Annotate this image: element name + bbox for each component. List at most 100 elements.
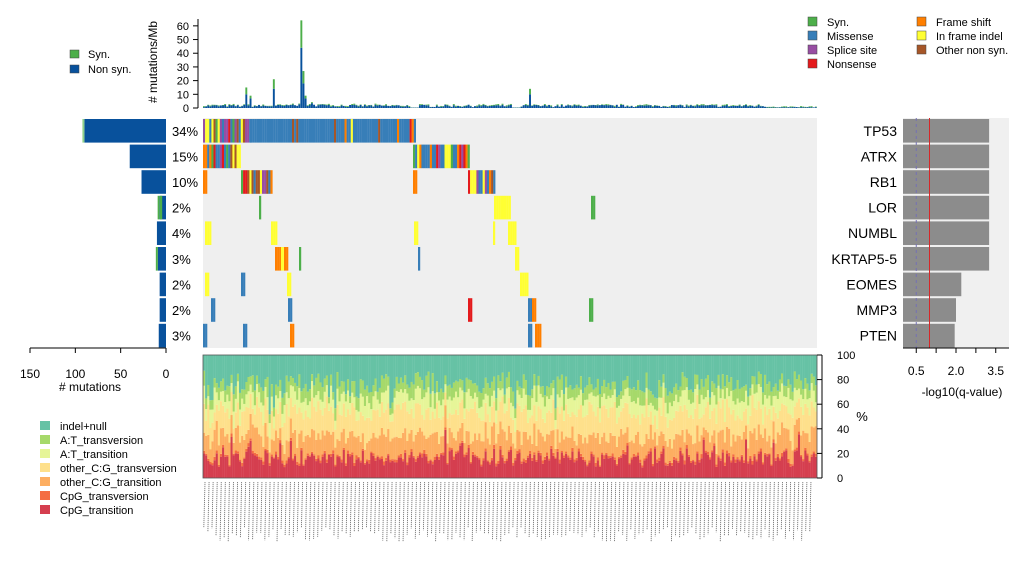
spectrum-segment	[355, 409, 358, 421]
spectrum-segment	[592, 454, 595, 457]
sample-name-mark	[479, 481, 482, 531]
spectrum-segment	[755, 439, 758, 460]
oncoprint-cell	[203, 323, 206, 348]
sample-name-mark	[805, 481, 808, 531]
rate-bar-syn	[363, 104, 366, 105]
spectrum-legend-cpg-transversion-label: CpG_transversion	[60, 491, 149, 503]
spectrum-segment	[668, 419, 672, 439]
oncoprint-cell	[234, 119, 237, 143]
spectrum-segment	[764, 454, 767, 478]
spectrum-segment	[234, 412, 238, 428]
spectrum-segment	[346, 379, 350, 391]
spectrum-segment	[298, 433, 301, 464]
oncoprint-cell	[470, 170, 473, 194]
spectrum-segment	[363, 449, 367, 463]
oncoprint-cell	[392, 119, 395, 143]
spectrum-segment	[213, 387, 216, 413]
spectrum-segment	[342, 447, 346, 450]
spectrum-segment	[255, 453, 259, 457]
spectrum-segment	[442, 392, 445, 400]
spectrum-segment	[675, 355, 678, 384]
rate-bar-syn	[306, 105, 309, 106]
spectrum-segment	[562, 439, 566, 456]
spectrum-segment	[495, 443, 498, 464]
spectrum-segment	[454, 391, 458, 410]
spectrum-segment	[217, 400, 221, 411]
spectrum-segment	[573, 355, 576, 389]
spectrum-segment	[385, 409, 388, 437]
spectrum-segment	[414, 355, 417, 374]
sample-name-mark	[585, 481, 588, 533]
spectrum-segment	[804, 355, 807, 379]
rate-bar-nonsyn	[643, 105, 646, 108]
oncoprint-cell	[418, 247, 421, 271]
spectrum-segment	[567, 413, 570, 438]
rate-bar-nonsyn	[660, 107, 663, 108]
rate-bar-nonsyn	[728, 106, 730, 108]
spectrum-segment	[666, 395, 669, 414]
oncoprint-cell	[373, 119, 377, 143]
spectrum-segment	[353, 381, 356, 398]
spectrum-segment	[474, 383, 477, 393]
spectrum-segment	[747, 405, 750, 425]
oncoprint-cell	[228, 144, 231, 169]
spectrum-segment	[289, 440, 293, 478]
oncoprint-cell	[319, 119, 322, 143]
spectrum-segment	[300, 447, 303, 451]
spectrum-segment	[327, 403, 331, 411]
spectrum-segment	[317, 373, 320, 392]
spectrum-segment	[751, 460, 754, 465]
count-tick-label: 50	[114, 367, 128, 381]
rate-bar-syn	[338, 106, 341, 108]
spectrum-segment	[368, 392, 371, 404]
spectrum-segment	[719, 398, 722, 409]
rate-bar-nonsyn	[266, 106, 269, 108]
spectrum-segment	[474, 401, 477, 434]
spectrum-segment	[670, 420, 674, 449]
spectrum-segment	[226, 385, 229, 395]
spectrum-segment	[310, 374, 314, 382]
spectrum-segment	[241, 411, 244, 436]
spectrum-segment	[723, 442, 727, 463]
spectrum-segment	[412, 400, 415, 419]
spectrum-segment	[232, 453, 235, 456]
spectrum-segment	[711, 410, 714, 436]
spectrum-segment	[209, 449, 212, 462]
spectrum-segment	[683, 464, 686, 478]
spectrum-segment	[279, 379, 282, 392]
spectrum-segment	[402, 459, 405, 462]
spectrum-segment	[480, 466, 483, 478]
spectrum-segment	[556, 406, 559, 430]
spectrum-segment	[427, 437, 430, 461]
spectrum-segment	[787, 387, 790, 414]
spectrum-segment	[713, 430, 716, 444]
sample-name-mark	[536, 481, 539, 537]
oncoprint-cell	[346, 119, 349, 143]
spectrum-segment	[493, 422, 496, 445]
oncoprint-cell	[429, 144, 432, 169]
spectrum-segment	[533, 423, 536, 453]
spectrum-segment	[374, 391, 377, 411]
rate-bar-syn	[435, 104, 438, 106]
sample-name-mark	[325, 481, 328, 528]
rate-bar-nonsyn	[808, 107, 811, 108]
oncoprint-cell	[245, 323, 248, 348]
spectrum-segment	[567, 355, 570, 388]
rate-bar-nonsyn	[346, 106, 349, 108]
rate-bar-nonsyn	[605, 105, 608, 108]
spectrum-segment	[664, 387, 667, 403]
spectrum-segment	[524, 355, 528, 381]
sample-name-mark	[215, 481, 218, 536]
spectrum-segment	[510, 446, 513, 451]
spectrum-segment	[560, 374, 564, 390]
oncoprint-cell	[468, 298, 471, 322]
spectrum-segment	[776, 432, 780, 454]
spectrum-segment	[658, 380, 661, 398]
spectrum-segment	[639, 424, 642, 445]
spectrum-segment	[452, 438, 456, 457]
rate-bar-syn	[247, 104, 250, 106]
spectrum-segment	[753, 376, 756, 394]
spectrum-segment	[243, 411, 246, 440]
spectrum-segment	[641, 355, 644, 392]
spectrum-segment	[781, 373, 784, 384]
